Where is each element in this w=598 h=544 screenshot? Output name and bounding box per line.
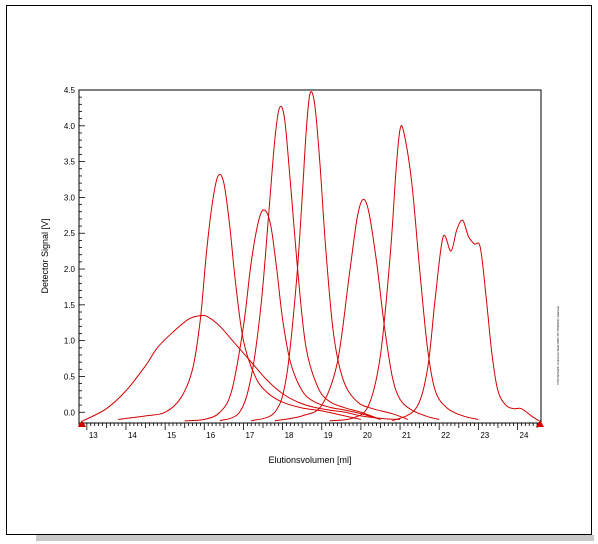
x-tick-label: 24: [520, 431, 529, 440]
chromatogram-curve-3: [184, 209, 381, 422]
x-tick-label: 16: [206, 431, 215, 440]
x-tick-label: 13: [89, 431, 98, 440]
y-tick-label: 0.0: [64, 408, 76, 417]
x-axis: 13 14 15 16 17 18 19 20 21 22 23 24: [78, 423, 542, 440]
y-tick-label: 0.5: [64, 372, 76, 381]
software-side-note: PSS WinGPC Unichrom Build 6081 PC PRIDOS…: [556, 306, 560, 385]
x-tick-label: 17: [245, 431, 254, 440]
chromatogram-curve-4: [219, 105, 381, 422]
y-tick-label: 2.5: [64, 229, 76, 238]
x-tick-label: 21: [402, 431, 411, 440]
y-tick-label: 3.5: [64, 158, 76, 167]
x-axis-title: Elutionsvolumen [ml]: [268, 455, 351, 465]
x-tick-label: 23: [480, 431, 489, 440]
x-tick-label: 15: [167, 431, 176, 440]
y-axis: 0.0 0.5 1.0 1.5 2.0 2.5 3.0 3.5 4.0 4.5: [64, 86, 85, 417]
x-tick-label: 20: [363, 431, 372, 440]
y-tick-label: 4.0: [64, 122, 76, 131]
series-layer: [82, 91, 540, 422]
y-tick-label: 1.0: [64, 337, 76, 346]
x-tick-label: 18: [285, 431, 294, 440]
y-axis-title: Detector Signal [V]: [40, 218, 50, 293]
x-axis-start-marker: [78, 420, 86, 427]
chromatogram-curve-1: [82, 314, 401, 422]
y-tick-label: 2.0: [64, 265, 76, 274]
y-tick-label: 4.5: [64, 86, 76, 95]
y-tick-label: 3.0: [64, 193, 76, 202]
x-tick-label: 14: [128, 431, 137, 440]
y-tick-label: 1.5: [64, 301, 76, 310]
plot-area: [78, 89, 542, 424]
chromatogram-curve-5: [251, 91, 409, 422]
frame-shadow: [36, 535, 594, 541]
chromatogram-curve-6: [274, 198, 440, 422]
x-axis-end-marker: [536, 420, 544, 427]
x-tick-label: 19: [324, 431, 333, 440]
chromatogram-curve-2: [118, 173, 362, 420]
x-tick-label: 22: [441, 431, 450, 440]
chromatogram-curve-7: [329, 125, 479, 422]
chromatogram-curve-8: [391, 219, 540, 422]
chart-frame: [6, 5, 592, 535]
